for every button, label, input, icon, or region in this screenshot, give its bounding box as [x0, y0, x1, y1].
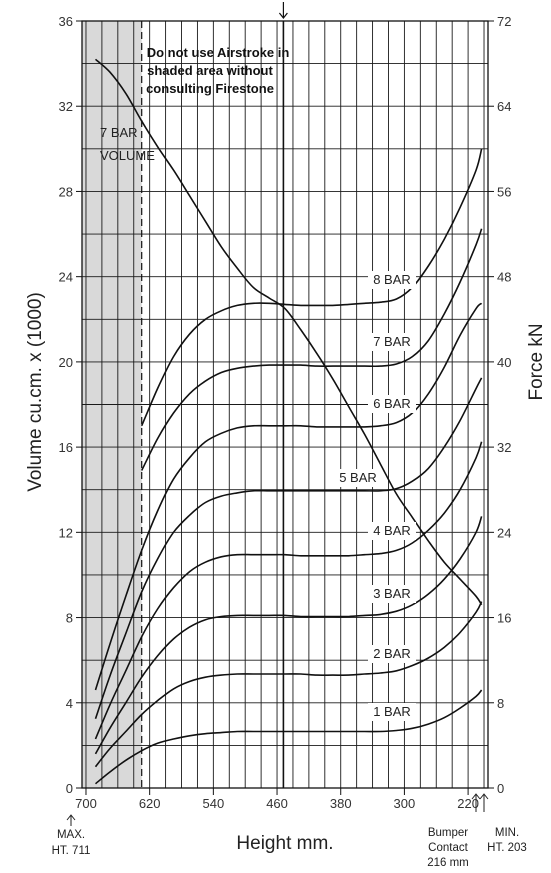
- curve-labels: 7 BAR VOLUME 8 BAR 7 BAR 6 BAR 5 BAR 4 BAR 3 BA…: [100, 125, 416, 721]
- y-right-tick-label: 24: [497, 525, 511, 540]
- series-label-bg-4-bar: [368, 522, 416, 540]
- series-label-1-bar: 1 BAR: [373, 704, 411, 719]
- series-group: [94, 58, 483, 785]
- series-label-5-bar: 5 BAR: [339, 470, 377, 485]
- series-line-8-bar: [140, 148, 483, 427]
- series-line-4-bar: [94, 441, 483, 740]
- series-label-4-bar: 4 BAR: [373, 523, 411, 538]
- y-left-tick-label: 8: [66, 611, 73, 626]
- y-right-tick-label: 48: [497, 270, 511, 285]
- series-label-bg-7-bar: [368, 333, 416, 351]
- bumper-contact-arrow: [471, 793, 481, 812]
- bumper-contact-line-1: Bumper: [428, 827, 468, 839]
- series-line-7-bar: [140, 228, 483, 471]
- series-line-2-bar: [94, 601, 483, 768]
- series-label-bg-5-bar: [334, 469, 382, 487]
- tick-marks: [76, 20, 494, 795]
- series-label-bg-1-bar: [368, 703, 416, 721]
- tick-labels: 700 620 540 460 380 300 2200481216202428323608…: [59, 14, 512, 811]
- series-label-8-bar: 8 BAR: [373, 272, 411, 287]
- x-tick-label: 460: [266, 796, 288, 811]
- series-line-6-bar: [94, 302, 483, 691]
- y-left-tick-label: 0: [66, 781, 73, 796]
- y-right-axis-title: Force kN: [526, 323, 547, 400]
- bumper-contact-line-2: Contact: [428, 842, 468, 854]
- series-label-bg-3-bar: [368, 585, 416, 603]
- y-right-tick-label: 0: [497, 781, 504, 796]
- max-height-line-2: HT. 711: [52, 845, 91, 857]
- y-left-tick-label: 28: [59, 184, 73, 199]
- x-axis-title: Height mm.: [236, 833, 333, 854]
- y-right-tick-label: 64: [497, 99, 511, 114]
- series-label-7-bar: 7 BAR: [373, 334, 411, 349]
- top-marker-arrow: [278, 2, 288, 19]
- y-left-axis-title: Volume cu.cm. x (1000): [25, 292, 46, 492]
- series-label-3-bar: 3 BAR: [373, 586, 411, 601]
- series-label-7-bar-volume-line-1: 7 BAR: [100, 125, 138, 140]
- y-right-tick-label: 32: [497, 440, 511, 455]
- series-label-bg-6-bar: [368, 395, 416, 413]
- note-line-2: shaded area without: [147, 63, 273, 78]
- max-height-arrow: [66, 814, 76, 826]
- max-height-line-1: MAX.: [57, 829, 85, 841]
- min-height-line-1: MIN.: [495, 827, 519, 839]
- x-tick-label: 700: [75, 796, 97, 811]
- x-tick-label: 540: [203, 796, 225, 811]
- min-height-arrow: [479, 793, 489, 812]
- y-right-tick-label: 72: [497, 14, 511, 29]
- y-left-tick-label: 36: [59, 14, 73, 29]
- y-right-tick-label: 40: [497, 355, 511, 370]
- y-left-tick-label: 12: [59, 525, 73, 540]
- series-label-6-bar: 6 BAR: [373, 396, 411, 411]
- bumper-contact-line-3: 216 mm: [427, 857, 469, 869]
- series-line-3-bar: [94, 516, 483, 755]
- y-left-tick-label: 24: [59, 270, 73, 285]
- x-tick-label: 300: [394, 796, 416, 811]
- min-height-line-2: HT. 203: [487, 842, 527, 854]
- plot-frame: [81, 20, 489, 789]
- series-label-bg-2-bar: [368, 645, 416, 663]
- series-label-2-bar: 2 BAR: [373, 646, 411, 661]
- y-right-tick-label: 16: [497, 611, 511, 626]
- y-left-tick-label: 20: [59, 355, 73, 370]
- y-right-tick-label: 56: [497, 184, 511, 199]
- series-line-7-bar-volume: [94, 58, 483, 606]
- y-right-tick-label: 8: [497, 696, 504, 711]
- series-line-1-bar: [95, 689, 483, 785]
- note-line-3: consulting Firestone: [146, 81, 274, 96]
- series-label-7-bar-volume-line-2: VOLUME: [100, 148, 155, 163]
- y-left-tick-label: 16: [59, 440, 73, 455]
- y-left-tick-label: 32: [59, 99, 73, 114]
- x-tick-label: 620: [139, 796, 161, 811]
- note-line-1: Do not use Airstroke in: [147, 45, 290, 60]
- series-label-bg-8-bar: [368, 271, 416, 289]
- x-tick-label: 380: [330, 796, 352, 811]
- x-tick-label: 220: [457, 796, 479, 811]
- y-left-tick-label: 4: [66, 696, 73, 711]
- series-line-5-bar: [94, 377, 483, 720]
